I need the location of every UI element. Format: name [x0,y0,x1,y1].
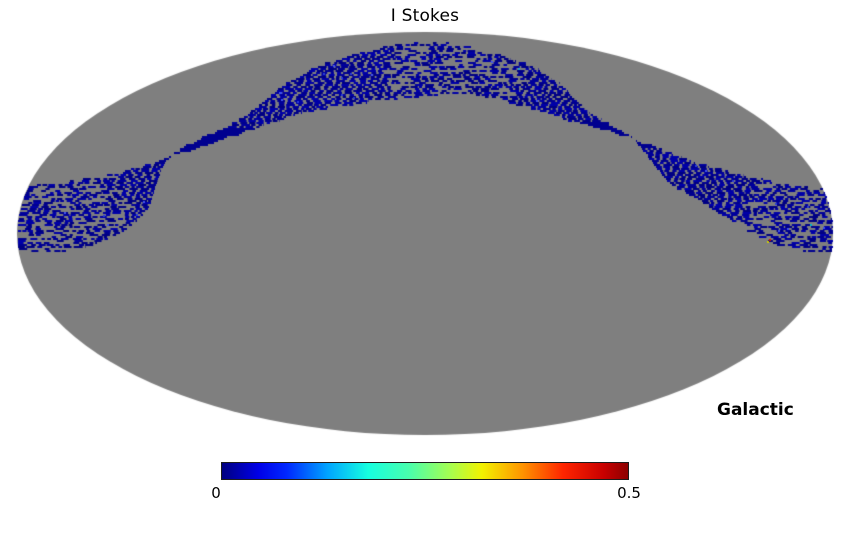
colorbar-max-label: 0.5 [617,484,641,502]
coordinate-system-label: Galactic [717,400,794,420]
sky-map-canvas [0,0,850,460]
map-title: I Stokes [390,6,460,26]
colorbar [221,462,629,480]
colorbar-min-label: 0 [211,484,221,502]
